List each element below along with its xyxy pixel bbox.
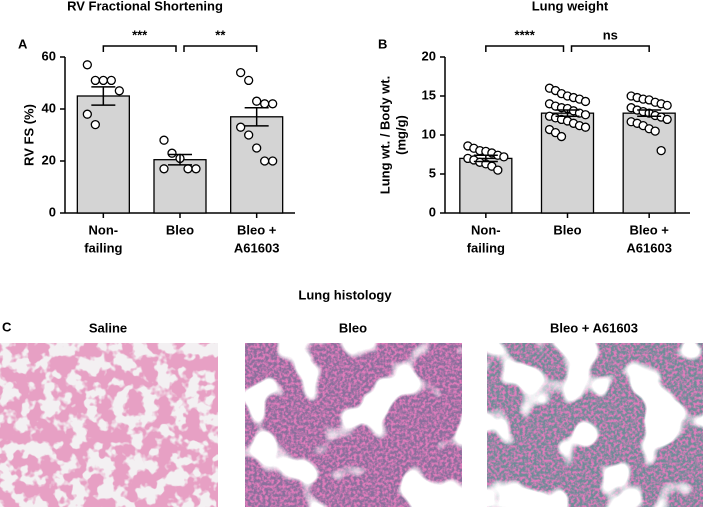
error-bar (244, 106, 269, 127)
data-point (90, 119, 100, 130)
histology-images (0, 343, 703, 507)
data-point (114, 86, 124, 96)
y-tick-label: 0 (429, 204, 436, 219)
data-point (82, 60, 92, 70)
histology-texture (0, 343, 218, 507)
data-point (244, 75, 254, 86)
y-tick-label: 20 (42, 152, 56, 167)
significance-label: ** (215, 27, 226, 42)
y-tick-label: 40 (42, 100, 56, 115)
data-point (191, 164, 201, 174)
image-label: Saline (89, 320, 127, 335)
data-point (268, 156, 278, 166)
data-point (159, 164, 169, 174)
significance-bracket (183, 45, 258, 52)
x-tick-label: Bleo + (237, 222, 277, 237)
significance-label: ns (603, 27, 618, 42)
y-axis-label: (mg/g) (393, 115, 408, 155)
x-tick-label: A61603 (234, 240, 280, 255)
data-point (260, 156, 270, 166)
y-tick-label: 15 (422, 87, 436, 102)
y-tick-label: 20 (422, 48, 436, 63)
data-point (183, 164, 193, 174)
error-bar (168, 153, 192, 166)
data-point (90, 75, 100, 86)
image-label: Bleo (339, 320, 367, 335)
y-tick-label: 60 (42, 48, 56, 63)
data-point (236, 67, 246, 78)
y-axis-label: RV FS (%) (21, 104, 36, 166)
panel-label: C (2, 319, 12, 334)
panel-label: A (18, 36, 28, 51)
data-point (260, 99, 270, 109)
data-point (556, 131, 567, 142)
data-point (98, 75, 108, 86)
data-point (499, 152, 509, 162)
x-tick-label: A61603 (626, 240, 672, 255)
data-point (244, 130, 254, 140)
x-tick-label: Bleo + (629, 222, 669, 237)
data-point (580, 96, 591, 107)
significance-label: **** (515, 27, 536, 42)
data-point (650, 126, 660, 136)
data-point (656, 145, 666, 156)
data-point (252, 96, 262, 106)
error-bar (91, 86, 116, 106)
error-bar (555, 109, 580, 118)
data-point (167, 148, 177, 158)
y-axis-label: Lung wt. / Body wt. (377, 76, 392, 194)
significance-bracket (485, 45, 565, 52)
error-bar (473, 154, 498, 163)
data-point (268, 99, 278, 109)
significance-label: *** (132, 27, 148, 42)
data-point (82, 109, 92, 119)
y-tick-label: 10 (422, 126, 436, 141)
image-label: Bleo + A61603 (550, 320, 638, 335)
data-point (252, 143, 262, 153)
x-tick-label: failing (467, 240, 505, 255)
y-tick-label: 5 (429, 165, 436, 180)
x-tick-label: Bleo (553, 222, 581, 237)
x-tick-label: Non- (471, 222, 501, 237)
data-point (236, 122, 246, 132)
panel-label: B (378, 36, 387, 51)
data-point (159, 135, 169, 145)
data-point (580, 110, 591, 120)
data-point (580, 122, 591, 132)
data-point (662, 100, 672, 111)
histology-texture (245, 343, 462, 507)
x-tick-label: Bleo (166, 222, 194, 237)
x-tick-label: Non- (89, 222, 119, 237)
data-point (662, 114, 672, 125)
significance-bracket (102, 45, 177, 52)
y-tick-label: 0 (49, 204, 56, 219)
x-tick-label: failing (84, 240, 122, 255)
data-point (106, 75, 116, 86)
histology-title: Lung histology (298, 287, 392, 302)
chart-title: RV Fractional Shortening (67, 0, 223, 13)
histology-texture (487, 343, 703, 507)
chart-title: Lung weight (532, 0, 609, 13)
significance-bracket (570, 45, 650, 52)
data-point (493, 165, 503, 175)
error-bar (637, 109, 662, 118)
